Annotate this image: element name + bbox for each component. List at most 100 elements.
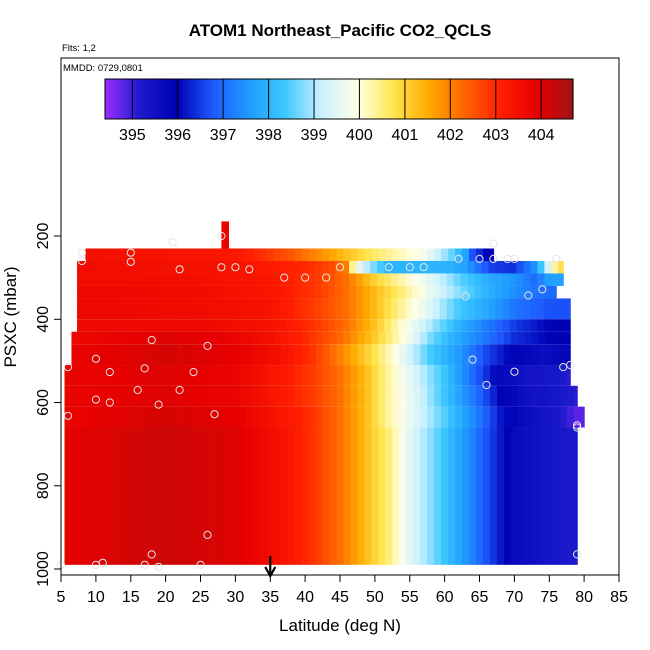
heatmap-cell bbox=[453, 319, 462, 332]
heatmap-cell bbox=[418, 260, 427, 274]
heatmap-cell bbox=[356, 298, 364, 320]
heatmap-cell bbox=[434, 385, 442, 407]
heatmap-cell bbox=[335, 319, 343, 332]
heatmap-cell bbox=[181, 319, 190, 332]
heatmap-cell bbox=[441, 385, 449, 407]
heatmap-cell bbox=[552, 331, 561, 345]
heatmap-cell bbox=[558, 319, 566, 332]
heatmap-cell bbox=[237, 285, 246, 299]
heatmap-cell bbox=[559, 331, 568, 345]
heatmap-cell bbox=[113, 406, 121, 428]
heatmap-cell bbox=[364, 344, 372, 366]
heatmap-cell bbox=[482, 248, 491, 261]
heatmap-cell bbox=[537, 319, 545, 332]
heatmap-cell bbox=[148, 427, 156, 565]
heatmap-cell bbox=[321, 273, 329, 286]
heatmap-cell bbox=[336, 344, 345, 366]
heatmap-cell bbox=[251, 273, 259, 286]
colorbar-segment bbox=[222, 79, 227, 119]
heatmap-cell bbox=[104, 319, 113, 332]
heatmap-cell bbox=[203, 248, 212, 261]
data-point bbox=[245, 265, 254, 274]
colorbar-segment bbox=[272, 79, 278, 119]
heatmap-cell bbox=[118, 273, 127, 286]
heatmap-cell bbox=[286, 260, 294, 274]
heatmap-cell bbox=[307, 319, 315, 332]
heatmap-cell bbox=[127, 365, 135, 386]
heatmap-cell bbox=[467, 319, 476, 332]
heatmap-cell bbox=[183, 385, 191, 407]
heatmap-cell bbox=[565, 298, 571, 320]
colorbar-segment bbox=[241, 79, 246, 119]
heatmap-cell bbox=[455, 406, 463, 428]
heatmap-cell bbox=[106, 427, 114, 565]
heatmap-cell bbox=[314, 273, 322, 286]
heatmap-cell bbox=[113, 331, 121, 345]
heatmap-cell bbox=[244, 285, 253, 299]
heatmap-cell bbox=[238, 365, 247, 386]
heatmap-cell bbox=[92, 344, 100, 366]
heatmap-cell bbox=[356, 260, 364, 274]
heatmap-cell bbox=[441, 344, 449, 366]
x-tick-label: 25 bbox=[192, 589, 210, 606]
y-tick-label: 200 bbox=[35, 223, 52, 250]
heatmap-cell bbox=[517, 331, 526, 345]
heatmap-cell bbox=[509, 285, 518, 299]
chart-title: ATOM1 Northeast_Pacific CO2_QCLS bbox=[189, 21, 492, 40]
heatmap-cell bbox=[280, 365, 289, 386]
heatmap-cell bbox=[244, 298, 253, 320]
heatmap-cell bbox=[230, 319, 239, 332]
heatmap-cell bbox=[413, 385, 421, 407]
colorbar-segment bbox=[405, 79, 410, 119]
heatmap-cell bbox=[329, 331, 338, 345]
colorbar-segment bbox=[206, 79, 211, 119]
heatmap-cell bbox=[203, 344, 212, 366]
heatmap-cell bbox=[390, 260, 399, 274]
data-point bbox=[154, 400, 163, 409]
heatmap-cell bbox=[294, 406, 303, 428]
heatmap-cell bbox=[134, 406, 142, 428]
heatmap-cell bbox=[439, 273, 448, 286]
colorbar-segment bbox=[171, 79, 176, 119]
colorbar-segment bbox=[307, 79, 313, 119]
heatmap-cell bbox=[188, 319, 197, 332]
heatmap-cell bbox=[448, 406, 456, 428]
heatmap-cell bbox=[155, 344, 163, 366]
x-axis-label: Latitude (deg N) bbox=[279, 616, 401, 635]
heatmap-cell bbox=[413, 331, 421, 345]
heatmap-cell bbox=[183, 344, 191, 366]
colorbar-segment bbox=[190, 79, 196, 119]
heatmap-cell bbox=[544, 285, 552, 299]
heatmap-cell bbox=[448, 344, 456, 366]
heatmap-cell bbox=[404, 285, 413, 299]
heatmap-cell bbox=[476, 406, 484, 428]
heatmap-cell bbox=[99, 365, 107, 386]
heatmap-cell bbox=[509, 260, 518, 274]
heatmap-cell bbox=[181, 273, 190, 286]
heatmap-cell bbox=[328, 273, 336, 286]
heatmap-cell bbox=[266, 331, 275, 345]
heatmap-cell bbox=[336, 365, 345, 386]
heatmap-cell bbox=[420, 331, 428, 345]
heatmap-cell bbox=[364, 248, 372, 261]
heatmap-cell bbox=[558, 298, 566, 320]
heatmap-cell bbox=[383, 273, 392, 286]
heatmap-cell bbox=[432, 260, 441, 274]
heatmap-cell bbox=[155, 248, 163, 261]
heatmap-cell bbox=[523, 298, 532, 320]
data-point bbox=[322, 273, 331, 282]
heatmap-cell bbox=[120, 248, 128, 261]
data-point bbox=[91, 560, 101, 569]
heatmap-cell bbox=[99, 427, 107, 565]
data-point bbox=[154, 562, 163, 572]
heatmap-cell bbox=[406, 406, 414, 428]
data-point bbox=[147, 550, 156, 559]
colorbar-segment bbox=[358, 79, 363, 119]
heatmap-cell bbox=[85, 344, 93, 366]
heatmap-cell bbox=[420, 365, 428, 386]
x-tick-label: 85 bbox=[610, 589, 628, 606]
heatmap-cell bbox=[92, 331, 100, 345]
heatmap-cell bbox=[64, 406, 73, 428]
data-point bbox=[482, 380, 491, 390]
heatmap-cell bbox=[552, 385, 561, 407]
